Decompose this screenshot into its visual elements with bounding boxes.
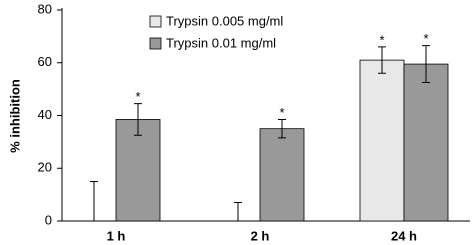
legend-swatch [149, 37, 162, 50]
significance-mark: * [423, 31, 428, 46]
bar [359, 59, 405, 222]
significance-mark: * [279, 105, 284, 120]
y-tick-label: 80 [38, 1, 52, 16]
error-bar [422, 45, 430, 84]
y-axis-label: % inhibition [7, 79, 22, 153]
error-bar [378, 46, 386, 74]
error-bar [134, 103, 142, 136]
legend-label: Trypsin 0.01 mg/ml [166, 35, 276, 50]
bar [259, 128, 305, 222]
bar [403, 63, 449, 222]
y-tick-label: 40 [38, 107, 52, 122]
error-bar [90, 180, 98, 221]
y-tick-label: 0 [45, 212, 52, 227]
x-tick-label: 24 h [391, 228, 417, 243]
error-bar [234, 202, 242, 221]
x-tick-label: 1 h [107, 228, 126, 243]
y-tick-label: 60 [38, 54, 52, 69]
significance-mark: * [379, 32, 384, 47]
y-tick-label: 20 [38, 160, 52, 175]
error-bar [278, 118, 286, 139]
bar [115, 119, 161, 222]
significance-mark: * [135, 89, 140, 104]
x-tick-label: 2 h [251, 228, 270, 243]
legend-label: Trypsin 0.005 mg/ml [166, 13, 283, 28]
legend-swatch [149, 15, 162, 28]
